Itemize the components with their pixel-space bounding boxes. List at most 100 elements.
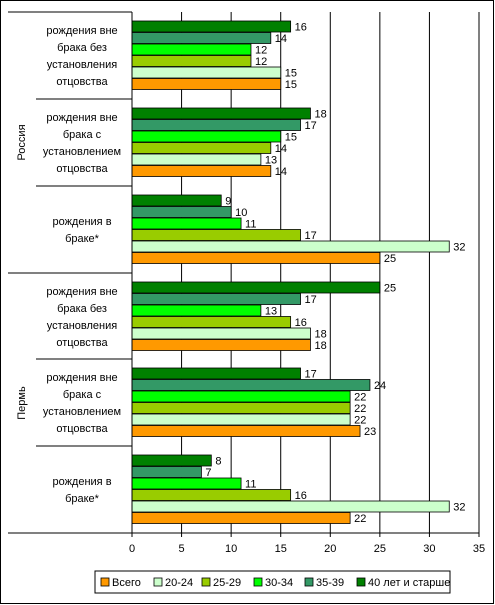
bar-5-3: [131, 477, 242, 490]
bar-5-5: [131, 454, 212, 467]
bars: 1614121215151817151413149101117322525171…: [131, 20, 466, 525]
bar-0-3: [131, 43, 252, 56]
legend-swatch-0: [100, 577, 110, 587]
category-label-1-2: установлением: [43, 146, 121, 158]
legend-swatch-2: [201, 577, 211, 587]
data-label-4-4: 24: [374, 380, 386, 392]
data-label-3-4: 17: [305, 294, 317, 306]
category-label-1-1: брака с: [63, 129, 102, 141]
category-label-3-2: установления: [47, 320, 117, 332]
data-label-2-5: 9: [225, 196, 231, 208]
bar-4-1: [131, 413, 351, 426]
x-tick-label-4: 20: [324, 543, 336, 555]
bar-3-5: [131, 281, 381, 294]
bar-4-2: [131, 402, 351, 414]
legend-swatch-4: [304, 577, 314, 587]
legend-label-2: 25-29: [213, 577, 241, 589]
category-label-0-0: рождения вне: [46, 25, 117, 37]
data-label-4-5: 17: [305, 369, 317, 381]
data-label-0-0: 15: [285, 79, 297, 91]
category-label-2-1: браке*: [65, 233, 100, 245]
bar-0-2: [131, 55, 252, 67]
bar-4-4: [131, 379, 371, 391]
bar-3-1: [131, 327, 311, 340]
data-label-1-5: 18: [314, 109, 326, 121]
x-tick-label-7: 35: [473, 543, 485, 555]
bar-1-5: [131, 107, 311, 120]
bar-2-5: [131, 194, 222, 207]
legend-label-0: Всего: [112, 577, 141, 589]
group-label-0: Россия: [16, 124, 28, 160]
data-label-2-2: 17: [305, 230, 317, 242]
data-label-3-5: 25: [384, 283, 396, 295]
data-label-5-2: 16: [295, 490, 307, 502]
bar-2-4: [131, 206, 232, 218]
data-label-4-3: 22: [354, 392, 366, 404]
data-label-0-1: 15: [285, 68, 297, 80]
category-label-4-3: отцовства: [56, 423, 108, 435]
bar-0-4: [131, 32, 272, 44]
bar-4-3: [131, 390, 351, 403]
bar-1-0: [131, 165, 272, 177]
data-label-1-4: 17: [305, 120, 317, 132]
data-label-5-3: 11: [245, 479, 256, 491]
data-label-3-2: 16: [295, 317, 307, 329]
data-label-4-2: 22: [354, 403, 366, 415]
data-label-5-1: 32: [453, 502, 465, 514]
bar-4-0: [131, 425, 361, 437]
bar-3-0: [131, 339, 311, 351]
legend: Всего 20-24 25-29 30-34 35-39 40 лет и старше: [94, 570, 451, 594]
bar-5-1: [131, 500, 450, 513]
x-tick-label-3: 15: [275, 543, 287, 555]
data-label-0-2: 12: [255, 56, 267, 68]
bar-0-1: [131, 66, 282, 79]
category-label-3-0: рождения вне: [46, 286, 117, 298]
category-label-1-0: рождения вне: [46, 112, 117, 124]
legend-swatch-1: [153, 577, 163, 587]
data-label-3-0: 18: [314, 340, 326, 352]
data-label-4-0: 23: [364, 426, 376, 438]
bar-5-4: [131, 466, 202, 478]
category-label-0-3: отцовства: [56, 76, 108, 88]
category-label-4-1: брака с: [63, 389, 102, 401]
legend-label-3: 30-34: [265, 577, 293, 589]
bar-2-0: [131, 252, 381, 264]
category-label-0-1: брака без: [57, 42, 107, 54]
category-label-4-0: рождения вне: [46, 372, 117, 384]
bar-1-3: [131, 130, 282, 143]
data-label-3-3: 13: [265, 306, 277, 318]
data-label-5-5: 8: [215, 456, 221, 468]
data-label-2-4: 10: [235, 207, 247, 219]
data-label-2-0: 25: [384, 253, 396, 265]
category-label-3-1: брака без: [57, 303, 107, 315]
bar-3-2: [131, 316, 292, 328]
bar-0-0: [131, 78, 282, 90]
bar-2-2: [131, 229, 301, 241]
legend-swatch-3: [253, 577, 263, 587]
data-label-5-0: 22: [354, 513, 366, 525]
bar-3-4: [131, 293, 301, 305]
bar-3-3: [131, 304, 262, 317]
bar-4-5: [131, 367, 301, 380]
category-label-2-0: рождения в: [52, 216, 111, 228]
bar-2-3: [131, 217, 242, 230]
legend-label-4: 35-39: [316, 577, 344, 589]
data-label-1-2: 14: [275, 143, 287, 155]
bar-5-2: [131, 489, 292, 501]
bar-1-1: [131, 153, 262, 166]
bar-2-1: [131, 240, 450, 253]
x-axis: 0 5 10 15 20 25 30 35: [8, 11, 485, 555]
gridlines: [181, 12, 480, 533]
bar-0-5: [131, 20, 292, 33]
legend-box: [94, 570, 451, 594]
group-label-1: Пермь: [16, 386, 28, 420]
data-label-0-5: 16: [295, 22, 307, 34]
category-label-3-3: отцовства: [56, 337, 108, 349]
legend-label-1: 20-24: [165, 577, 193, 589]
bar-1-2: [131, 142, 272, 154]
category-label-4-2: установлением: [43, 406, 121, 418]
category-label-1-3: отцовства: [56, 163, 108, 175]
data-label-1-1: 13: [265, 155, 277, 167]
x-tick-label-5: 25: [374, 543, 386, 555]
